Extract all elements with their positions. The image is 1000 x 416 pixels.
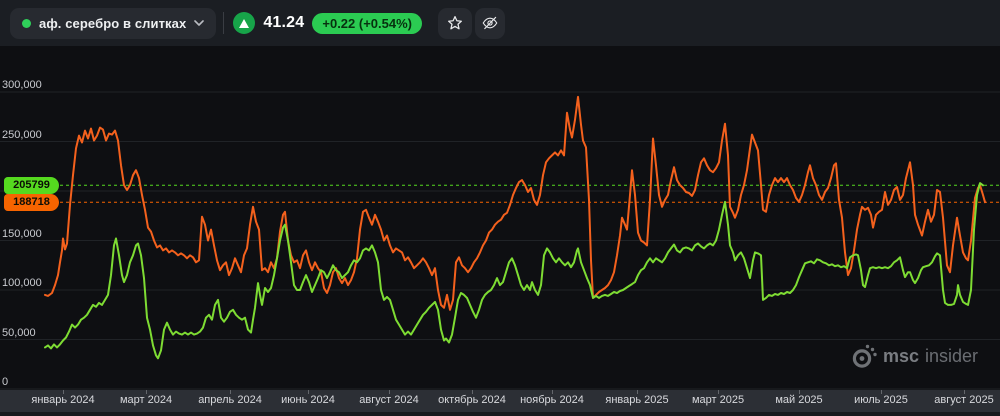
x-tick [637,390,638,394]
x-tick [389,390,390,394]
x-tick [552,390,553,394]
x-axis-label: январь 2024 [31,394,95,406]
green-line [44,182,984,360]
x-axis-label: октябрь 2024 [438,394,506,406]
watermark-brand: msc [882,345,919,366]
x-tick [63,390,64,394]
price-change-badge: +0.22 (+0.54%) [312,12,422,34]
x-axis-label: июнь 2024 [281,394,335,406]
x-tick [964,390,965,394]
hide-chart-button[interactable] [475,7,505,39]
eye-off-icon [482,16,498,30]
bottom-edge [0,412,1000,416]
instrument-status-dot [22,18,31,28]
x-axis-label: май 2025 [775,394,823,406]
x-tick [308,390,309,394]
orange-line [44,95,986,311]
x-axis[interactable]: январь 2024 март 2024 апрель 2024 июнь 2024… [0,390,1000,412]
x-axis-label: март 2024 [119,394,173,406]
trend-up-icon [233,12,256,34]
x-axis-label: январь 2025 [605,394,669,406]
quote-group: 41.24 +0.22 (+0.54%) [233,12,422,34]
instrument-name: аф. серебро в слитках [39,15,187,31]
x-axis-label: апрель 2024 [198,394,262,406]
x-tick [881,390,882,394]
x-tick [146,390,147,394]
x-axis-label: март 2025 [691,394,745,406]
header-toolbar: аф. серебро в слитках 41.24 +0.22 (+0.54… [0,0,1000,46]
x-axis-label: август 2025 [934,394,994,406]
last-price: 41.24 [263,14,305,31]
price-label-green: 205799 [4,176,59,194]
x-axis-label: август 2024 [359,394,419,406]
mscinsider-logo-icon [852,344,877,368]
x-tick [718,390,719,394]
x-axis-label: июль 2025 [854,394,908,406]
favorite-button[interactable] [438,7,472,39]
watermark-suffix: insider [924,345,978,366]
x-tick [472,390,473,394]
x-tick [799,390,800,394]
x-axis-label: ноябрь 2024 [520,394,584,406]
x-tick [230,390,231,394]
chevron-down-icon [194,20,205,26]
header-divider [223,12,225,34]
instrument-selector[interactable]: аф. серебро в слитках [10,7,217,39]
watermark: msc insider [850,342,978,370]
star-icon [447,15,463,30]
price-label-orange: 188718 [4,193,59,211]
